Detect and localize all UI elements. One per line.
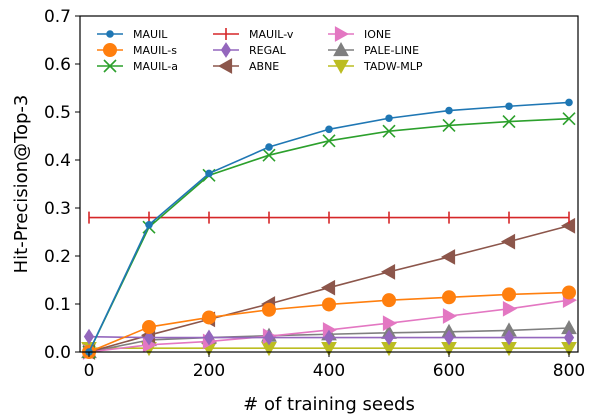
data-point-mauil: [446, 107, 453, 114]
data-point-mauil-s: [263, 303, 276, 316]
x-tick-label: 400: [313, 361, 345, 381]
legend-marker-abne: [219, 59, 232, 73]
data-point-mauil: [386, 115, 393, 122]
data-point-mauil: [266, 144, 273, 151]
data-point-mauil: [146, 222, 153, 229]
legend-label-abne: ABNE: [249, 60, 279, 73]
data-point-mauil-s: [383, 294, 396, 307]
legend-item-pale-line: PALE-LINE: [328, 43, 419, 57]
plot-marks: [82, 99, 576, 359]
data-point-mauil-s: [503, 288, 516, 301]
data-point-mauil-s: [443, 291, 456, 304]
y-tick-label: 0.2: [44, 247, 71, 267]
x-tick-label: 600: [433, 361, 465, 381]
y-axis: 0.0 0.1 0.2 0.3 0.4 0.5 0.6 0.7: [44, 7, 80, 363]
legend: MAUIL MAUIL-s MAUIL-a MAUIL-v REGAL ABNE IONE P…: [97, 27, 423, 73]
data-point-mauil: [506, 103, 513, 110]
data-point-mauil-s: [203, 311, 216, 324]
legend-item-ione: IONE: [328, 27, 391, 41]
data-point-ione: [503, 302, 516, 316]
series-mauil-a: [83, 113, 575, 358]
data-point-mauil-a: [263, 149, 275, 161]
y-tick-label: 0.7: [44, 7, 71, 27]
legend-marker-regal: [221, 43, 230, 57]
y-tick-label: 0.5: [44, 103, 71, 123]
legend-marker-mauil: [107, 31, 114, 38]
legend-label-mauil-a: MAUIL-a: [133, 60, 178, 73]
data-point-mauil-s: [323, 298, 336, 311]
legend-item-mauil-s: MAUIL-s: [97, 44, 177, 58]
data-point-abne: [442, 250, 455, 264]
legend-marker-ione: [335, 27, 348, 41]
legend-label-tadw-mlp: TADW-MLP: [363, 60, 423, 73]
data-point-regal: [84, 330, 93, 344]
data-point-mauil: [566, 99, 573, 106]
legend-label-pale-line: PALE-LINE: [364, 44, 419, 57]
y-tick-label: 0.4: [44, 151, 71, 171]
legend-item-mauil-v: MAUIL-v: [213, 28, 294, 41]
legend-label-regal: REGAL: [249, 44, 287, 57]
series-mauil: [86, 99, 573, 355]
y-axis-label: Hit-Precision@Top-3: [11, 95, 32, 274]
data-point-mauil: [326, 126, 333, 133]
legend-item-abne: ABNE: [213, 59, 279, 73]
legend-label-mauil-s: MAUIL-s: [133, 44, 177, 57]
y-tick-label: 0.0: [44, 343, 71, 363]
legend-item-regal: REGAL: [213, 43, 287, 57]
y-tick-label: 0.6: [44, 55, 71, 75]
x-tick-label: 200: [193, 361, 225, 381]
series-regal: [84, 330, 573, 345]
legend-marker-mauil-s: [104, 44, 117, 57]
y-tick-label: 0.3: [44, 199, 71, 219]
legend-label-mauil: MAUIL: [133, 28, 168, 41]
data-point-abne: [322, 281, 335, 295]
legend-item-mauil: MAUIL: [97, 28, 168, 41]
data-point-mauil-s: [563, 286, 576, 299]
data-point-mauil: [206, 170, 213, 177]
data-point-mauil-s: [143, 321, 156, 334]
series-line-mauil-a: [89, 119, 569, 352]
data-point-abne: [502, 235, 515, 249]
y-tick-label: 0.1: [44, 295, 71, 315]
x-tick-label: 0: [84, 361, 95, 381]
x-axis-label: # of training seeds: [243, 394, 415, 415]
data-point-abne: [382, 265, 395, 279]
legend-label-mauil-v: MAUIL-v: [249, 28, 294, 41]
legend-item-tadw-mlp: TADW-MLP: [328, 60, 423, 73]
x-tick-label: 800: [553, 361, 585, 381]
data-point-ione: [443, 309, 456, 323]
x-axis: 0 200 400 600 800: [84, 352, 586, 381]
legend-label-ione: IONE: [364, 28, 391, 41]
legend-item-mauil-a: MAUIL-a: [97, 60, 178, 73]
